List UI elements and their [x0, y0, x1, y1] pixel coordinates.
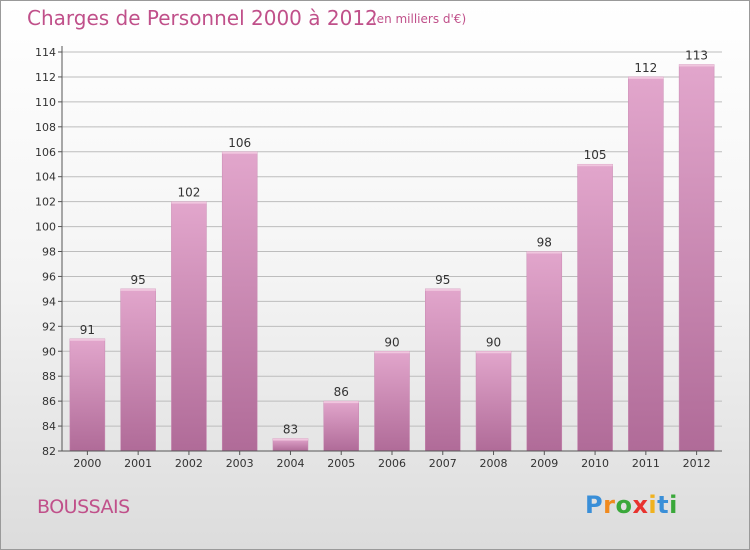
labels: 82 84 86 88 90 92 94 96 98 100 102 104 106 108 110 112 1… [35, 46, 711, 470]
bar-highlight [323, 401, 359, 404]
y-tick-label: 84 [42, 420, 56, 433]
bar-highlight [425, 288, 461, 291]
x-tick-label: 2010 [581, 457, 609, 470]
y-tick-label: 82 [42, 445, 56, 458]
bar-highlight [476, 351, 512, 354]
value-label: 90 [384, 335, 399, 349]
logo-letter: r [603, 491, 616, 519]
bar-highlight [679, 64, 715, 67]
logo-letter: i [648, 491, 658, 519]
bar-2005 [323, 400, 359, 452]
bar-2012 [678, 64, 715, 452]
logo-letter: x [632, 491, 649, 519]
bar-highlight [628, 76, 664, 79]
y-tick-label: 112 [35, 71, 56, 84]
bar-highlight [374, 351, 410, 354]
y-tick-label: 100 [35, 221, 56, 234]
x-tick-label: 2006 [378, 457, 406, 470]
y-tick-label: 90 [42, 345, 56, 358]
bar-highlight [120, 288, 156, 291]
bar-2003 [221, 151, 258, 452]
logo-letter: o [615, 491, 633, 519]
y-tick-label: 114 [35, 46, 56, 59]
y-tick-label: 110 [35, 96, 56, 109]
bar-2009 [526, 251, 563, 452]
bar-highlight [272, 438, 308, 441]
x-tick-label: 2001 [124, 457, 152, 470]
bar-highlight [171, 201, 207, 204]
bar-2008 [475, 351, 512, 452]
bar-2011 [628, 76, 664, 452]
x-tick-label: 2012 [683, 457, 711, 470]
value-label: 83 [283, 423, 298, 437]
value-label: 105 [584, 148, 607, 162]
y-tick-label: 106 [35, 146, 56, 159]
value-label: 90 [486, 335, 501, 349]
bar-2006 [374, 351, 410, 452]
logo-letter: P [585, 491, 604, 519]
axes [58, 46, 722, 455]
bar-2002 [171, 201, 207, 452]
proxiti-logo[interactable]: Proxiti [585, 491, 678, 519]
x-tick-label: 2000 [73, 457, 101, 470]
y-tick-label: 96 [42, 270, 56, 283]
y-tick-label: 88 [42, 370, 56, 383]
bar-highlight [69, 338, 105, 341]
value-label: 112 [634, 61, 657, 75]
y-tick-label: 98 [42, 246, 56, 259]
x-tick-label: 2004 [276, 457, 304, 470]
y-tick-label: 86 [42, 395, 56, 408]
y-tick-label: 102 [35, 196, 56, 209]
bars [69, 64, 715, 452]
y-tick-label: 92 [42, 320, 56, 333]
bar-highlight [577, 164, 613, 167]
value-label: 91 [80, 323, 95, 337]
x-tick-label: 2008 [480, 457, 508, 470]
city-name: BOUSSAIS [37, 496, 130, 518]
x-tick-label: 2003 [226, 457, 254, 470]
value-label: 95 [131, 273, 146, 287]
x-tick-label: 2002 [175, 457, 203, 470]
value-label: 102 [177, 186, 200, 200]
x-tick-label: 2007 [429, 457, 457, 470]
x-tick-label: 2011 [632, 457, 660, 470]
chart-subtitle: (en milliers d'€) [372, 12, 467, 26]
x-tick-label: 2005 [327, 457, 355, 470]
value-label: 98 [537, 236, 552, 250]
logo-letter: t [657, 491, 670, 519]
logo-letter: i [669, 491, 678, 519]
value-label: 86 [334, 385, 349, 399]
bar-highlight [526, 251, 562, 254]
value-label: 113 [685, 48, 708, 62]
bar-highlight [222, 151, 258, 154]
bar-2001 [120, 288, 156, 452]
bar-2010 [577, 163, 613, 452]
chart-title: Charges de Personnel 2000 à 2012 [27, 6, 378, 30]
bar-2000 [69, 338, 106, 452]
value-label: 106 [228, 136, 251, 150]
value-label: 95 [435, 273, 450, 287]
y-tick-label: 104 [35, 171, 56, 184]
y-tick-label: 108 [35, 121, 56, 134]
bar-2007 [425, 288, 461, 452]
y-tick-label: 94 [42, 295, 56, 308]
x-tick-label: 2009 [530, 457, 558, 470]
